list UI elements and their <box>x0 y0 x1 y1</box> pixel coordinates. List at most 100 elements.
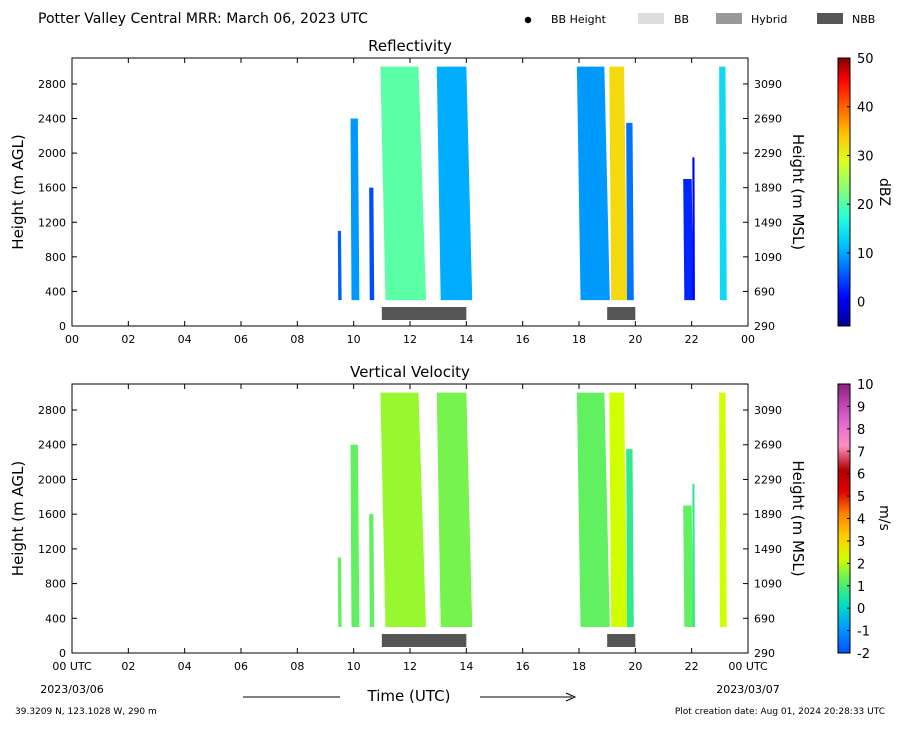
velocity-echo <box>369 514 375 627</box>
x-axis-label: Time (UTC) <box>367 687 451 705</box>
velocity-x-tick-label: 14 <box>459 660 473 673</box>
velocity-nbb-band <box>607 634 636 647</box>
legend-label-hybrid: Hybrid <box>751 13 787 26</box>
reflectivity-y-right-tick-label: 3090 <box>754 78 782 91</box>
velocity-x-tick-label: 12 <box>403 660 417 673</box>
velocity-y-axis-label-right: Height (m MSL) <box>789 460 807 576</box>
reflectivity-x-tick-label: 00 <box>65 333 79 346</box>
velocity-y-tick-label: 2400 <box>38 439 66 452</box>
velocity-x-tick-label: 08 <box>290 660 304 673</box>
velocity-x-tick-label: 10 <box>347 660 361 673</box>
velocity-colorbar-tick-label: 1 <box>857 580 865 595</box>
reflectivity-echo <box>436 66 473 301</box>
velocity-y-tick-label: 400 <box>45 612 66 625</box>
reflectivity-x-tick-label: 10 <box>347 333 361 346</box>
velocity-colorbar-tick-label: 8 <box>857 423 865 438</box>
reflectivity-y-axis-label: Height (m AGL) <box>9 134 27 249</box>
reflectivity-x-tick-label: 00 <box>741 333 755 346</box>
reflectivity-y-right-tick-label: 1890 <box>754 182 782 195</box>
reflectivity-echo <box>369 187 375 301</box>
velocity-y-right-tick-label: 2290 <box>754 473 782 486</box>
velocity-colorbar-tick-label: 9 <box>857 400 865 415</box>
velocity-colorbar-tick-label: -2 <box>857 647 870 662</box>
velocity-y-tick-label: 0 <box>59 647 66 660</box>
velocity-colorbar-tick-label: 7 <box>857 445 865 460</box>
velocity-echo <box>626 449 634 627</box>
velocity-echo <box>683 505 694 627</box>
reflectivity-echo <box>576 66 610 301</box>
velocity-colorbar-tick-label: 0 <box>857 602 865 617</box>
velocity-colorbar-label: m/s <box>876 505 892 531</box>
reflectivity-y-right-tick-label: 1090 <box>754 251 782 264</box>
reflectivity-echo <box>692 157 695 301</box>
velocity-y-right-tick-label: 1890 <box>754 508 782 521</box>
reflectivity-x-tick-label: 06 <box>234 333 248 346</box>
reflectivity-echo <box>626 122 634 301</box>
reflectivity-x-tick-label: 18 <box>572 333 586 346</box>
velocity-x-tick-label: 20 <box>628 660 642 673</box>
reflectivity-y-tick-label: 1200 <box>38 216 66 229</box>
velocity-y-right-tick-label: 2690 <box>754 439 782 452</box>
velocity-y-axis-label: Height (m AGL) <box>9 461 27 576</box>
reflectivity-x-tick-label: 08 <box>290 333 304 346</box>
velocity-colorbar-tick-label: 4 <box>857 513 865 528</box>
velocity-echo <box>337 557 342 627</box>
reflectivity-x-tick-label: 16 <box>516 333 530 346</box>
velocity-colorbar-tick-label: 6 <box>857 468 865 483</box>
velocity-y-right-tick-label: 290 <box>754 647 775 660</box>
reflectivity-x-tick-label: 04 <box>178 333 192 346</box>
velocity-colorbar-tick-label: 10 <box>857 378 874 393</box>
velocity-echo <box>436 392 473 627</box>
velocity-y-right-tick-label: 690 <box>754 612 775 625</box>
reflectivity-x-tick-label: 02 <box>121 333 135 346</box>
velocity-x-tick-label: 06 <box>234 660 248 673</box>
velocity-echo <box>719 392 727 627</box>
velocity-echo <box>350 444 360 627</box>
velocity-x-tick-label: 22 <box>685 660 699 673</box>
reflectivity-colorbar-tick-label: 20 <box>857 198 874 213</box>
velocity-y-tick-label: 1600 <box>38 508 66 521</box>
reflectivity-y-right-tick-label: 2690 <box>754 113 782 126</box>
reflectivity-echo <box>683 179 694 301</box>
reflectivity-nbb-band <box>607 307 636 320</box>
reflectivity-y-tick-label: 2800 <box>38 78 66 91</box>
velocity-colorbar-tick-label: 3 <box>857 535 865 550</box>
velocity-y-right-tick-label: 3090 <box>754 404 782 417</box>
reflectivity-colorbar-tick-label: 50 <box>857 52 874 67</box>
reflectivity-echo <box>380 66 427 301</box>
velocity-colorbar-tick-label: 2 <box>857 557 865 572</box>
reflectivity-echo <box>609 66 628 301</box>
end-date-label: 2023/03/07 <box>716 683 779 696</box>
legend-marker-bb-height <box>524 16 532 24</box>
velocity-echo <box>576 392 610 627</box>
legend-label-bb-height: BB Height <box>551 13 607 26</box>
reflectivity-echo <box>337 230 342 301</box>
reflectivity-y-tick-label: 800 <box>45 251 66 264</box>
footer-location: 39.3209 N, 123.1028 W, 290 m <box>15 707 157 717</box>
reflectivity-y-tick-label: 400 <box>45 285 66 298</box>
reflectivity-x-tick-label: 12 <box>403 333 417 346</box>
reflectivity-y-right-tick-label: 690 <box>754 285 775 298</box>
legend-swatch-bb <box>638 13 664 24</box>
reflectivity-echo <box>350 118 360 301</box>
reflectivity-y-tick-label: 0 <box>59 320 66 333</box>
reflectivity-y-tick-label: 2000 <box>38 147 66 160</box>
reflectivity-x-tick-label: 14 <box>459 333 473 346</box>
velocity-y-tick-label: 1200 <box>38 543 66 556</box>
velocity-echoes <box>337 392 727 627</box>
velocity-x-tick-label: 04 <box>178 660 192 673</box>
reflectivity-x-tick-label: 20 <box>628 333 642 346</box>
reflectivity-y-axis-label-right: Height (m MSL) <box>789 134 807 250</box>
velocity-y-right-tick-label: 1490 <box>754 543 782 556</box>
legend-label-nbb: NBB <box>852 13 875 26</box>
velocity-x-tick-label: 18 <box>572 660 586 673</box>
header-legend: BB Height BB Hybrid NBB <box>524 13 875 26</box>
velocity-y-right-tick-label: 1090 <box>754 578 782 591</box>
reflectivity-colorbar-tick-label: 40 <box>857 101 874 116</box>
velocity-echo <box>692 483 695 627</box>
velocity-nbb-band <box>381 634 467 647</box>
footer-creation-date: Plot creation date: Aug 01, 2024 20:28:3… <box>675 707 885 717</box>
reflectivity-title: Reflectivity <box>368 37 452 55</box>
